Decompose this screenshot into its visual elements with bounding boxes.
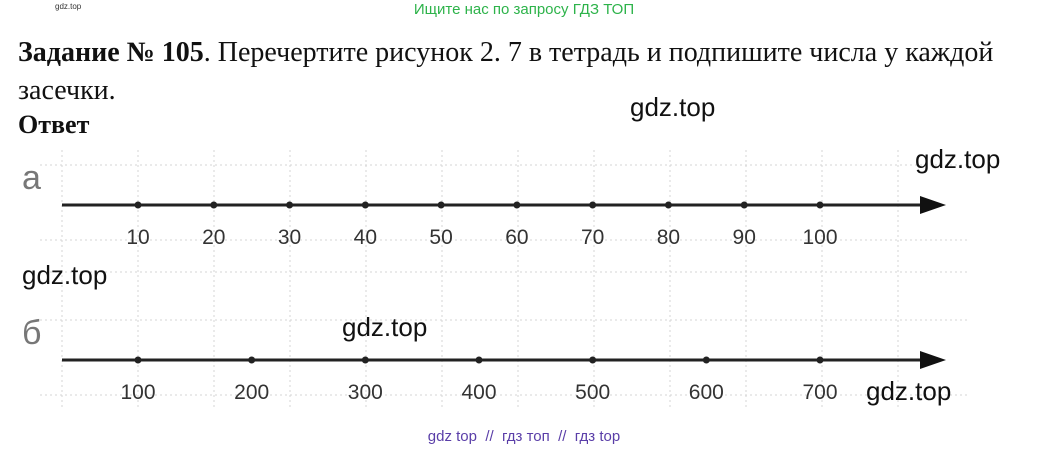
watermark: gdz.top: [630, 92, 716, 122]
watermark: gdz.top: [342, 312, 428, 342]
tick-dot: [475, 356, 483, 364]
grid: [40, 150, 970, 410]
tick-dot: [210, 201, 218, 209]
tick-label: 10: [126, 226, 149, 249]
tick-label: 400: [461, 381, 496, 404]
line-label: б: [22, 314, 41, 352]
arrow: [920, 351, 946, 369]
tick-dot: [664, 201, 672, 209]
tick-label: 300: [348, 381, 383, 404]
tick-label: 30: [278, 226, 301, 249]
arrow: [920, 196, 946, 214]
small-watermark: gdz.top: [55, 2, 82, 11]
banner: Ищите нас по запросу ГДЗ ТОП: [413, 1, 635, 18]
tick-label: 50: [429, 226, 452, 249]
tick-dot: [740, 201, 748, 209]
watermark: gdz.top: [866, 376, 952, 406]
task-heading: Задание № 105: [18, 37, 204, 68]
tick-dot: [816, 356, 824, 364]
tick-dot: [134, 356, 142, 364]
tick-label: 20: [202, 226, 225, 249]
watermark: gdz.top: [22, 260, 108, 290]
tick-label: 40: [354, 226, 377, 249]
tick-dot: [589, 201, 597, 209]
watermark: gdz.top: [915, 144, 1001, 174]
tick-label: 100: [120, 381, 155, 404]
tick-label: 60: [505, 226, 528, 249]
tick-label: 600: [689, 381, 724, 404]
tick-dot: [589, 356, 597, 364]
tick-label: 80: [657, 226, 680, 249]
tick-label: 70: [581, 226, 604, 249]
footer: gdz top // гдз топ // гдз top: [427, 428, 621, 445]
tick-dot: [248, 356, 256, 364]
tick-dot: [361, 356, 369, 364]
task: Задание № 105. Перечертите рисунок 2. 7 …: [18, 34, 1043, 110]
tick-label: 100: [802, 226, 837, 249]
tick-dot: [134, 201, 142, 209]
tick-label: 700: [802, 381, 837, 404]
task-text: . Перечертите рисунок 2. 7 в тетрадь и п…: [18, 37, 994, 106]
answer-label: Ответ: [18, 110, 90, 139]
line-label: а: [22, 159, 41, 197]
tick-label: 200: [234, 381, 269, 404]
tick-dot: [816, 201, 824, 209]
tick-label: 90: [733, 226, 756, 249]
tick-label: 500: [575, 381, 610, 404]
tick-dot: [513, 201, 521, 209]
tick-dot: [437, 201, 445, 209]
tick-dot: [361, 201, 369, 209]
tick-dot: [286, 201, 294, 209]
tick-dot: [702, 356, 710, 364]
